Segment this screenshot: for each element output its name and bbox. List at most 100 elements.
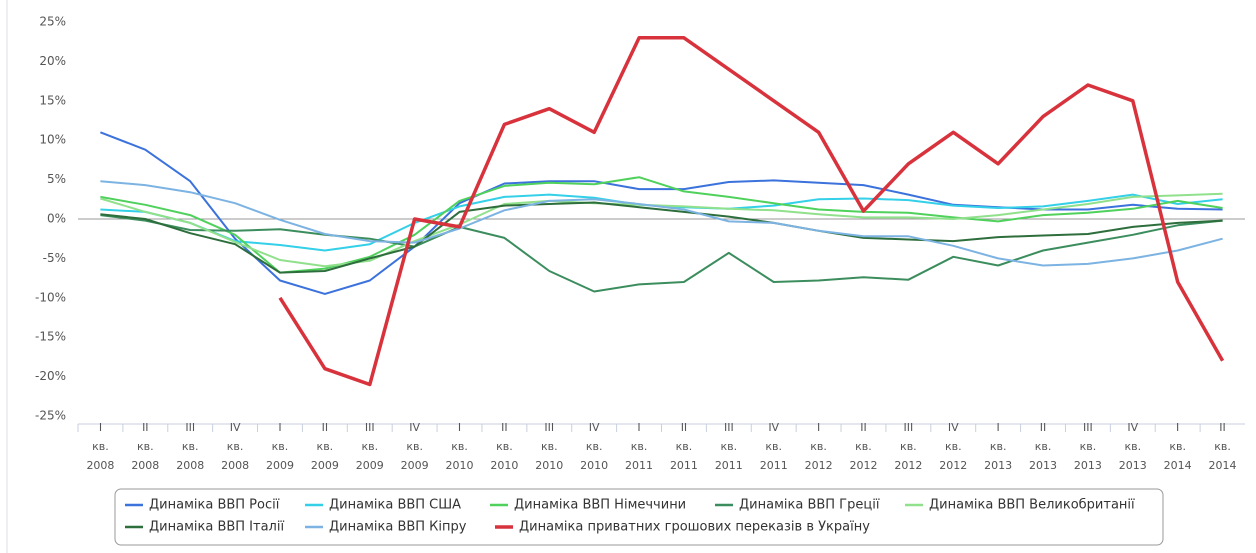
- x-tick-label: IV: [230, 421, 241, 434]
- y-tick-label: 5%: [47, 172, 66, 186]
- x-tick-label: кв.: [945, 440, 962, 453]
- y-tick-label: 10%: [39, 133, 66, 147]
- x-tick-label: II: [142, 421, 149, 434]
- x-tick-label: 2012: [894, 459, 922, 472]
- x-tick-label: II: [1040, 421, 1047, 434]
- x-tick-label: 2008: [176, 459, 204, 472]
- x-tick-label: III: [724, 421, 734, 434]
- x-tick-label: кв.: [631, 440, 648, 453]
- x-tick-label: III: [185, 421, 195, 434]
- series-line: [100, 193, 1223, 252]
- x-tick-label: кв.: [541, 440, 558, 453]
- x-tick-label: кв.: [272, 440, 289, 453]
- x-tick-label: кв.: [1035, 440, 1052, 453]
- y-tick-label: -10%: [35, 290, 66, 304]
- x-tick-label: III: [544, 421, 554, 434]
- x-tick-label: кв.: [137, 440, 154, 453]
- x-tick-label: I: [99, 421, 102, 434]
- x-tick-label: кв.: [496, 440, 513, 453]
- x-tick-label: II: [1219, 421, 1226, 434]
- y-tick-label: 0%: [47, 212, 66, 226]
- legend-label: Динаміка ВВП Росії: [149, 498, 280, 513]
- x-tick-label: 2011: [715, 459, 743, 472]
- x-tick-label: 2009: [401, 459, 429, 472]
- x-tick-label: кв.: [676, 440, 693, 453]
- x-tick-label: 2010: [535, 459, 563, 472]
- x-tick-label: II: [322, 421, 329, 434]
- x-tick-label: кв.: [361, 440, 378, 453]
- x-tick-label: 2013: [1029, 459, 1057, 472]
- x-tick-label: 2011: [625, 459, 653, 472]
- series-line: [100, 192, 1223, 268]
- x-tick-label: 2010: [580, 459, 608, 472]
- x-tick-label: IV: [768, 421, 779, 434]
- x-tick-label: кв.: [1169, 440, 1186, 453]
- series-line: [100, 176, 1223, 274]
- legend-label: Динаміка ВВП Німеччини: [514, 498, 686, 513]
- x-tick-label: I: [458, 421, 461, 434]
- y-tick-label: -20%: [35, 369, 66, 383]
- legend-label: Динаміка ВВП Греції: [739, 498, 880, 513]
- x-tick-label: I: [278, 421, 281, 434]
- x-tick-label: IV: [589, 421, 600, 434]
- x-tick-label: 2012: [849, 459, 877, 472]
- x-tick-label: IV: [948, 421, 959, 434]
- x-tick-label: 2009: [311, 459, 339, 472]
- x-tick-label: I: [817, 421, 820, 434]
- x-tick-label: кв.: [721, 440, 738, 453]
- series-line: [278, 36, 1225, 387]
- x-tick-label: 2013: [984, 459, 1012, 472]
- series-line: [100, 201, 1223, 274]
- legend-label: Динаміка ВВП Італії: [149, 520, 284, 535]
- x-tick-label: кв.: [990, 440, 1007, 453]
- x-tick-label: 2013: [1119, 459, 1147, 472]
- x-tick-label: кв.: [1214, 440, 1231, 453]
- legend-label: Динаміка ВВП США: [329, 498, 461, 513]
- x-tick-label: III: [903, 421, 913, 434]
- x-tick-label: I: [997, 421, 1000, 434]
- x-tick-label: 2008: [86, 459, 114, 472]
- y-tick-label: 20%: [39, 54, 66, 68]
- x-tick-label: 2012: [805, 459, 833, 472]
- x-tick-label: кв.: [810, 440, 827, 453]
- x-tick-label: 2010: [446, 459, 474, 472]
- y-tick-label: -25%: [35, 409, 66, 423]
- y-tick-label: -15%: [35, 330, 66, 344]
- x-tick-label: кв.: [227, 440, 244, 453]
- x-tick-label: кв.: [765, 440, 782, 453]
- x-tick-label: 2008: [221, 459, 249, 472]
- series-line: [100, 131, 1223, 295]
- x-tick-label: кв.: [406, 440, 423, 453]
- x-tick-label: 2009: [356, 459, 384, 472]
- x-tick-label: кв.: [1080, 440, 1097, 453]
- x-tick-label: кв.: [900, 440, 917, 453]
- x-tick-label: 2014: [1164, 459, 1192, 472]
- x-tick-label: III: [365, 421, 375, 434]
- x-tick-label: IV: [1127, 421, 1138, 434]
- x-tick-label: кв.: [317, 440, 334, 453]
- series-line: [100, 214, 1223, 293]
- x-tick-label: III: [1083, 421, 1093, 434]
- x-tick-label: 2014: [1209, 459, 1237, 472]
- x-tick-label: 2008: [131, 459, 159, 472]
- x-tick-label: II: [501, 421, 508, 434]
- legend-box: [114, 488, 1164, 546]
- series-line: [100, 180, 1223, 267]
- legend-label: Динаміка ВВП Великобританії: [929, 498, 1135, 513]
- x-tick-label: I: [1176, 421, 1179, 434]
- x-tick-label: кв.: [1124, 440, 1141, 453]
- x-tick-label: 2011: [670, 459, 698, 472]
- x-tick-label: кв.: [182, 440, 199, 453]
- x-tick-label: 2013: [1074, 459, 1102, 472]
- x-tick-label: II: [860, 421, 867, 434]
- x-tick-label: кв.: [855, 440, 872, 453]
- x-tick-label: II: [681, 421, 688, 434]
- y-tick-label: 25%: [39, 15, 66, 29]
- legend-label: Динаміка приватних грошових переказів в …: [519, 520, 870, 535]
- y-tick-label: -5%: [43, 251, 66, 265]
- x-tick-label: кв.: [451, 440, 468, 453]
- x-tick-label: кв.: [586, 440, 603, 453]
- x-tick-label: 2012: [939, 459, 967, 472]
- x-tick-label: 2010: [490, 459, 518, 472]
